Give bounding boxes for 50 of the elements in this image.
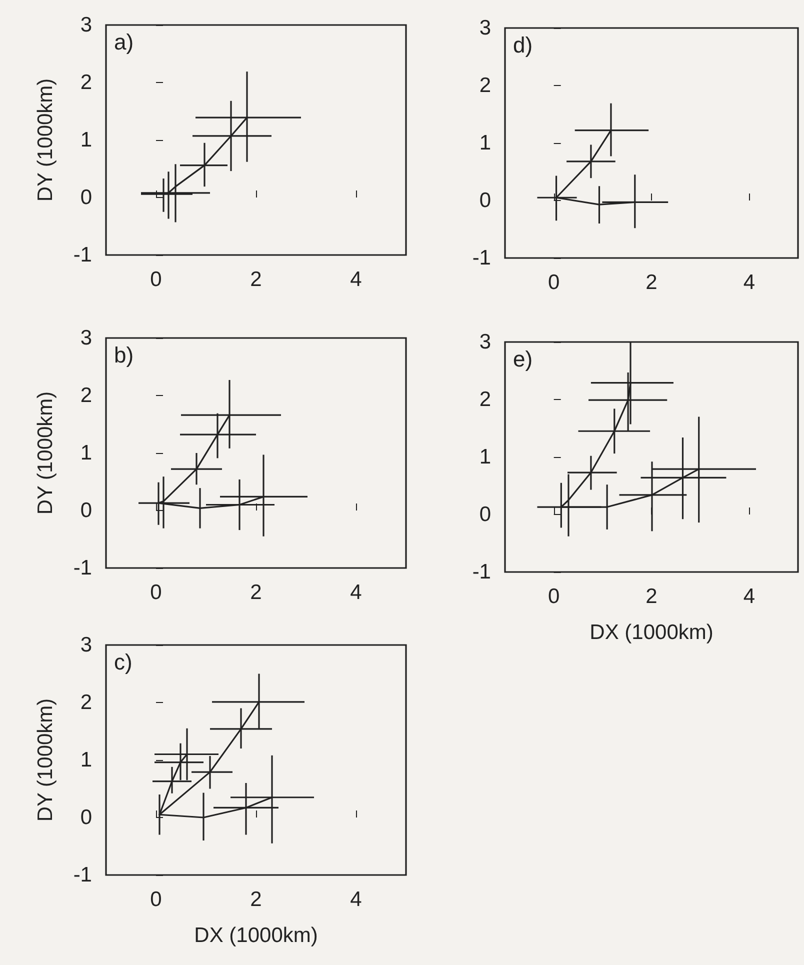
x-axis-title: DX (1000km): [194, 924, 318, 947]
x-tick-label: 2: [646, 271, 658, 294]
y-tick-label: 1: [80, 128, 92, 152]
y-tick-label: 0: [479, 189, 491, 212]
y-tick-label: 1: [479, 446, 491, 468]
y-tick-label: 3: [80, 634, 92, 656]
y-tick-label: 3: [80, 326, 92, 350]
y-tick-label: 0: [479, 503, 491, 526]
annotation: a): [114, 30, 134, 54]
y-tick-label: 2: [80, 384, 92, 407]
y-tick-label: 0: [80, 806, 92, 829]
y-tick-label: 2: [479, 74, 491, 97]
x-tick-label: 0: [150, 888, 162, 911]
y-tick-label: -1: [73, 244, 92, 266]
y-tick-label: 3: [479, 330, 491, 354]
y-tick-label: 0: [80, 186, 92, 209]
y-tick-label: 1: [479, 132, 491, 154]
y-tick-label: -1: [73, 556, 92, 580]
y-axis-title: DY (1000km): [34, 391, 57, 515]
x-tick-label: 0: [150, 581, 162, 604]
y-tick-label: 3: [479, 16, 491, 40]
annotation: b): [114, 342, 134, 368]
y-tick-label: 2: [80, 691, 92, 714]
y-tick-label: -1: [472, 246, 491, 270]
x-tick-label: 4: [350, 581, 362, 604]
annotation: e): [513, 346, 533, 372]
y-axis-title: DY (1000km): [34, 698, 57, 822]
annotation: c): [114, 650, 132, 674]
x-tick-label: 4: [743, 271, 756, 294]
y-axis-title: DY (1000km): [34, 78, 57, 202]
x-tick-label: 4: [350, 888, 362, 911]
x-tick-label: 2: [250, 888, 262, 911]
annotation: d): [513, 32, 533, 58]
y-tick-label: 2: [80, 71, 92, 94]
y-tick-label: 1: [80, 748, 92, 772]
y-tick-label: 3: [80, 14, 92, 36]
x-tick-label: 0: [150, 268, 162, 291]
y-tick-label: -1: [73, 864, 92, 886]
x-tick-label: 2: [646, 585, 658, 608]
y-tick-label: 1: [80, 442, 92, 464]
y-tick-label: -1: [472, 560, 491, 584]
y-tick-label: 2: [479, 388, 491, 411]
x-tick-label: 2: [250, 581, 262, 604]
x-tick-label: 0: [548, 271, 560, 294]
x-tick-label: 2: [250, 268, 262, 291]
x-tick-label: 0: [548, 585, 560, 608]
y-tick-label: 0: [80, 499, 92, 522]
x-tick-label: 4: [743, 585, 756, 608]
x-axis-title: DX (1000km): [590, 621, 714, 644]
x-tick-label: 4: [350, 268, 362, 291]
